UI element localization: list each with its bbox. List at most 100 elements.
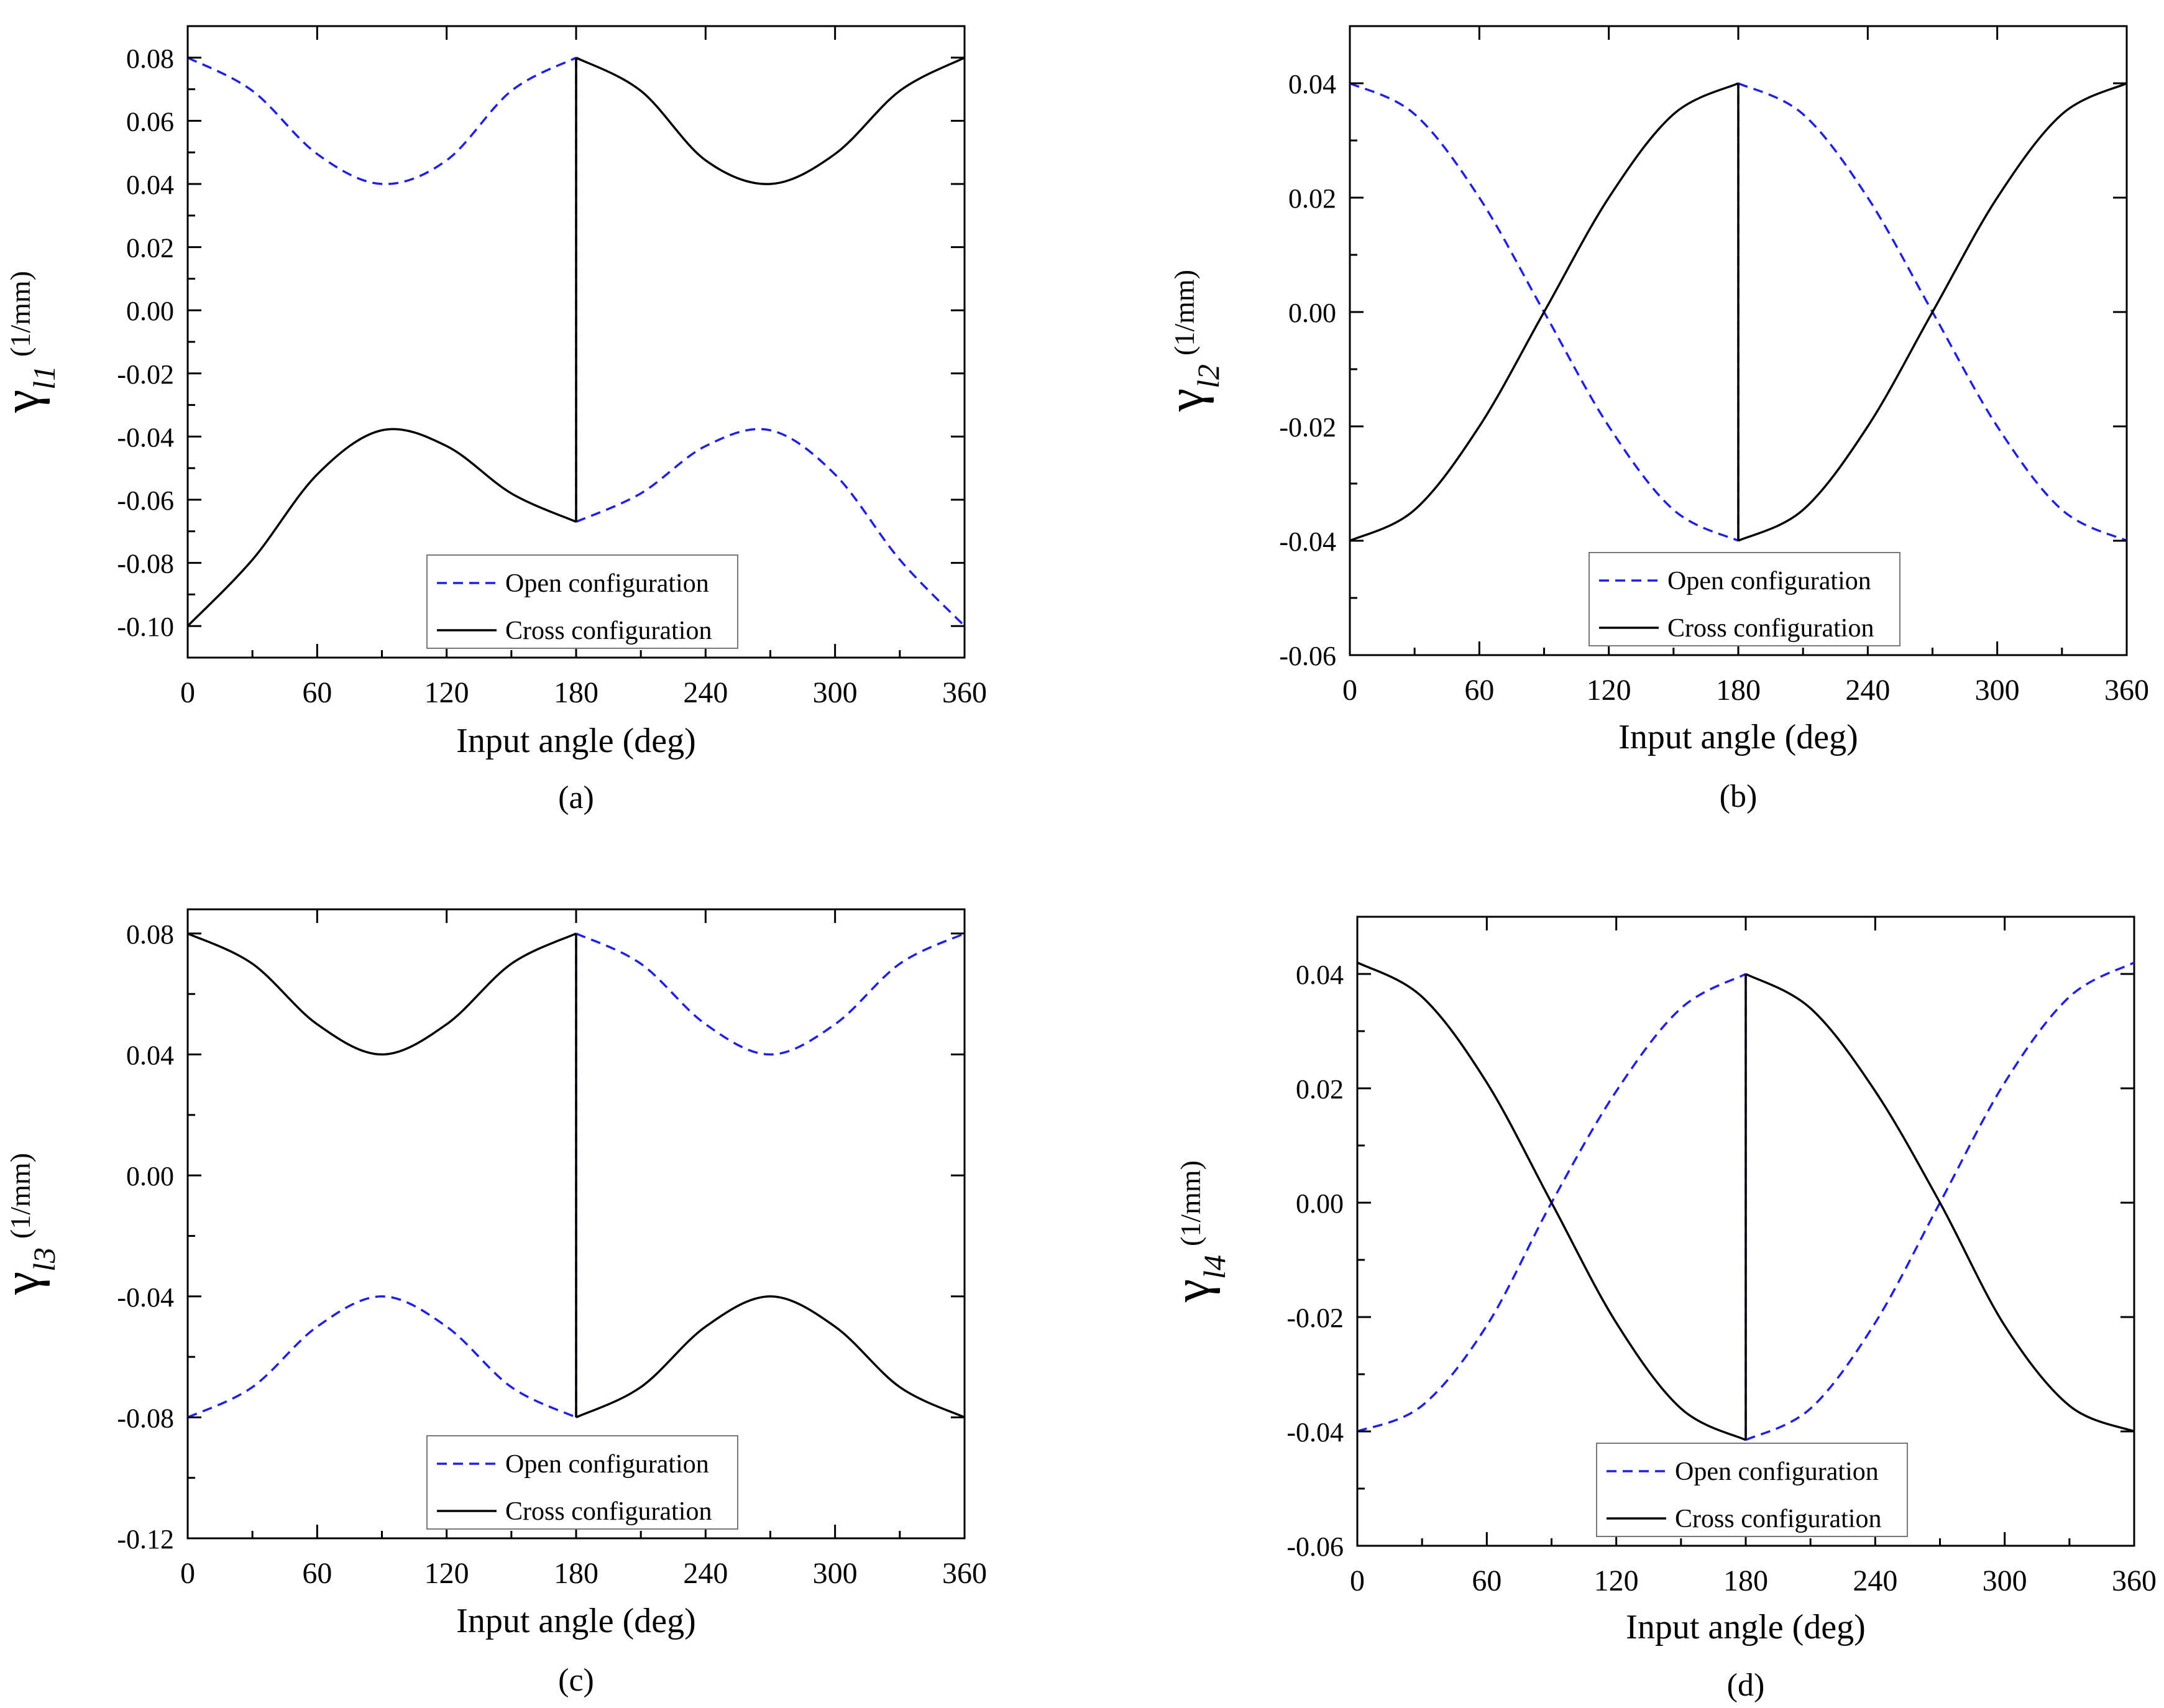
x-tick-label: 120 bbox=[424, 676, 469, 709]
x-tick-label: 180 bbox=[554, 676, 598, 709]
y-tick-label: -0.04 bbox=[1286, 1417, 1344, 1448]
x-tick-label: 240 bbox=[683, 676, 728, 709]
legend-box bbox=[1589, 552, 1900, 646]
series-line-cross bbox=[187, 932, 965, 1418]
legend-label-open: Open configuration bbox=[1675, 1458, 1879, 1486]
x-axis-label: Input angle (deg) bbox=[456, 722, 696, 760]
y-label-symbol: γ bbox=[1163, 1279, 1221, 1303]
legend-label-open: Open configuration bbox=[505, 1450, 709, 1479]
y-tick-label: 0.00 bbox=[1288, 298, 1336, 328]
x-tick-label: 360 bbox=[942, 676, 987, 709]
y-tick-label: 0.02 bbox=[126, 233, 174, 264]
y-tick-label: -0.02 bbox=[1279, 412, 1336, 443]
legend: Open configuration Cross configuration bbox=[1596, 1443, 1908, 1537]
y-tick-label: 0.02 bbox=[1288, 183, 1336, 214]
x-tick-label: 120 bbox=[1594, 1564, 1639, 1597]
y-tick-label: -0.06 bbox=[1279, 641, 1336, 671]
x-tick-label: 240 bbox=[1845, 674, 1890, 707]
y-tick-label: -0.08 bbox=[117, 1403, 174, 1433]
panel-b: 0 60 120 180 240 300 360 0.04 0.02 0.00 -0.02 -0.04… bbox=[1157, 25, 2149, 814]
y-axis-label: γl1 (1/mm) bbox=[0, 271, 62, 413]
x-tick-label: 300 bbox=[813, 676, 858, 709]
y-label-subscript: l2 bbox=[1191, 364, 1226, 388]
x-tick-label: 240 bbox=[683, 1557, 728, 1590]
series-line-cross bbox=[1349, 82, 2127, 542]
y-tick-label: -0.04 bbox=[117, 422, 174, 452]
x-tick-label: 180 bbox=[1716, 674, 1761, 707]
y-tick-label: 0.00 bbox=[1296, 1188, 1344, 1219]
x-tick-label: 300 bbox=[1975, 674, 2020, 707]
series-line-open bbox=[187, 932, 965, 1418]
y-label-symbol: γ bbox=[0, 1272, 50, 1295]
legend-label-cross: Cross configuration bbox=[1675, 1505, 1881, 1533]
y-label-subscript: l3 bbox=[27, 1247, 62, 1272]
panel-caption: (a) bbox=[558, 780, 594, 815]
y-tick-label: -0.02 bbox=[117, 359, 174, 390]
x-axis-label: Input angle (deg) bbox=[456, 1602, 696, 1640]
x-tick-label: 0 bbox=[180, 676, 195, 709]
legend-label-cross: Cross configuration bbox=[1667, 614, 1874, 643]
y-axis-label: γl4 (1/mm) bbox=[1163, 1160, 1232, 1303]
y-tick-label: -0.08 bbox=[117, 549, 174, 579]
y-tick-label: 0.08 bbox=[126, 44, 174, 74]
legend-label-cross: Cross configuration bbox=[505, 1497, 712, 1526]
panel-a: 0 60 120 180 240 300 360 0.08 0.06 0.04 0.02 0.00 -0… bbox=[0, 25, 987, 815]
y-tick-label: -0.06 bbox=[117, 485, 174, 516]
y-tick-label: -0.04 bbox=[117, 1282, 174, 1313]
series-line-cross bbox=[1357, 962, 2135, 1441]
y-label-symbol: γ bbox=[1157, 388, 1214, 412]
y-tick-label: -0.04 bbox=[1279, 526, 1336, 557]
y-label-unit: (1/mm) bbox=[4, 1153, 36, 1239]
legend-label-open: Open configuration bbox=[1667, 567, 1871, 595]
y-tick-label: 0.04 bbox=[1288, 69, 1336, 99]
y-label-symbol: γ bbox=[0, 390, 50, 413]
legend: Open configuration Cross configuration bbox=[1589, 552, 1900, 646]
legend-label-open: Open configuration bbox=[505, 569, 709, 598]
y-tick-label: 0.02 bbox=[1296, 1074, 1344, 1104]
y-tick-label: 0.08 bbox=[126, 919, 174, 950]
y-axis-label: γl3 (1/mm) bbox=[0, 1153, 62, 1295]
y-tick-label: 0.04 bbox=[1296, 960, 1344, 990]
legend-box bbox=[426, 554, 738, 649]
x-tick-label: 360 bbox=[942, 1557, 987, 1590]
y-tick-label: -0.10 bbox=[117, 612, 174, 642]
legend-box bbox=[1596, 1443, 1908, 1537]
panel-caption: (c) bbox=[558, 1663, 594, 1698]
y-label-unit: (1/mm) bbox=[1168, 270, 1200, 356]
panel-c: 0 60 120 180 240 300 360 0.08 0.04 0.00 -0.04 -0.08… bbox=[0, 908, 987, 1698]
panel-d: 0 60 120 180 240 300 360 0.04 0.02 0.00 -0.02 -0.04… bbox=[1163, 916, 2157, 1703]
x-tick-label: 60 bbox=[302, 1557, 332, 1590]
x-tick-label: 0 bbox=[180, 1557, 195, 1590]
x-tick-label: 120 bbox=[424, 1557, 469, 1590]
y-tick-label: -0.02 bbox=[1286, 1303, 1344, 1333]
x-tick-label: 180 bbox=[554, 1557, 598, 1590]
y-tick-label: 0.04 bbox=[126, 1040, 174, 1071]
x-tick-label: 360 bbox=[2112, 1564, 2157, 1597]
legend-label-cross: Cross configuration bbox=[505, 617, 712, 645]
legend-box bbox=[426, 1435, 738, 1530]
panel-caption: (b) bbox=[1720, 779, 1758, 814]
x-tick-label: 60 bbox=[1464, 674, 1494, 707]
y-label-subscript: l1 bbox=[27, 365, 62, 390]
y-tick-label: 0.06 bbox=[126, 106, 174, 137]
x-tick-label: 0 bbox=[1342, 674, 1357, 707]
x-tick-label: 0 bbox=[1350, 1564, 1365, 1597]
x-tick-label: 60 bbox=[1472, 1564, 1502, 1597]
x-tick-label: 300 bbox=[1983, 1564, 2027, 1597]
x-tick-label: 180 bbox=[1723, 1564, 1768, 1597]
series-line-cross bbox=[186, 57, 965, 627]
y-label-subscript: l4 bbox=[1197, 1255, 1232, 1279]
y-tick-label: 0.00 bbox=[126, 296, 174, 326]
y-label-unit: (1/mm) bbox=[1175, 1160, 1206, 1246]
x-tick-label: 300 bbox=[813, 1557, 858, 1590]
panel-caption: (d) bbox=[1727, 1668, 1765, 1703]
x-tick-label: 360 bbox=[2104, 674, 2149, 707]
y-tick-label: -0.12 bbox=[117, 1524, 174, 1554]
x-axis-label: Input angle (deg) bbox=[1626, 1608, 1866, 1646]
legend: Open configuration Cross configuration bbox=[426, 1435, 738, 1530]
y-tick-label: -0.06 bbox=[1286, 1531, 1344, 1562]
x-tick-label: 120 bbox=[1587, 674, 1631, 707]
y-tick-label: 0.04 bbox=[126, 170, 174, 200]
x-tick-label: 240 bbox=[1853, 1564, 1897, 1597]
